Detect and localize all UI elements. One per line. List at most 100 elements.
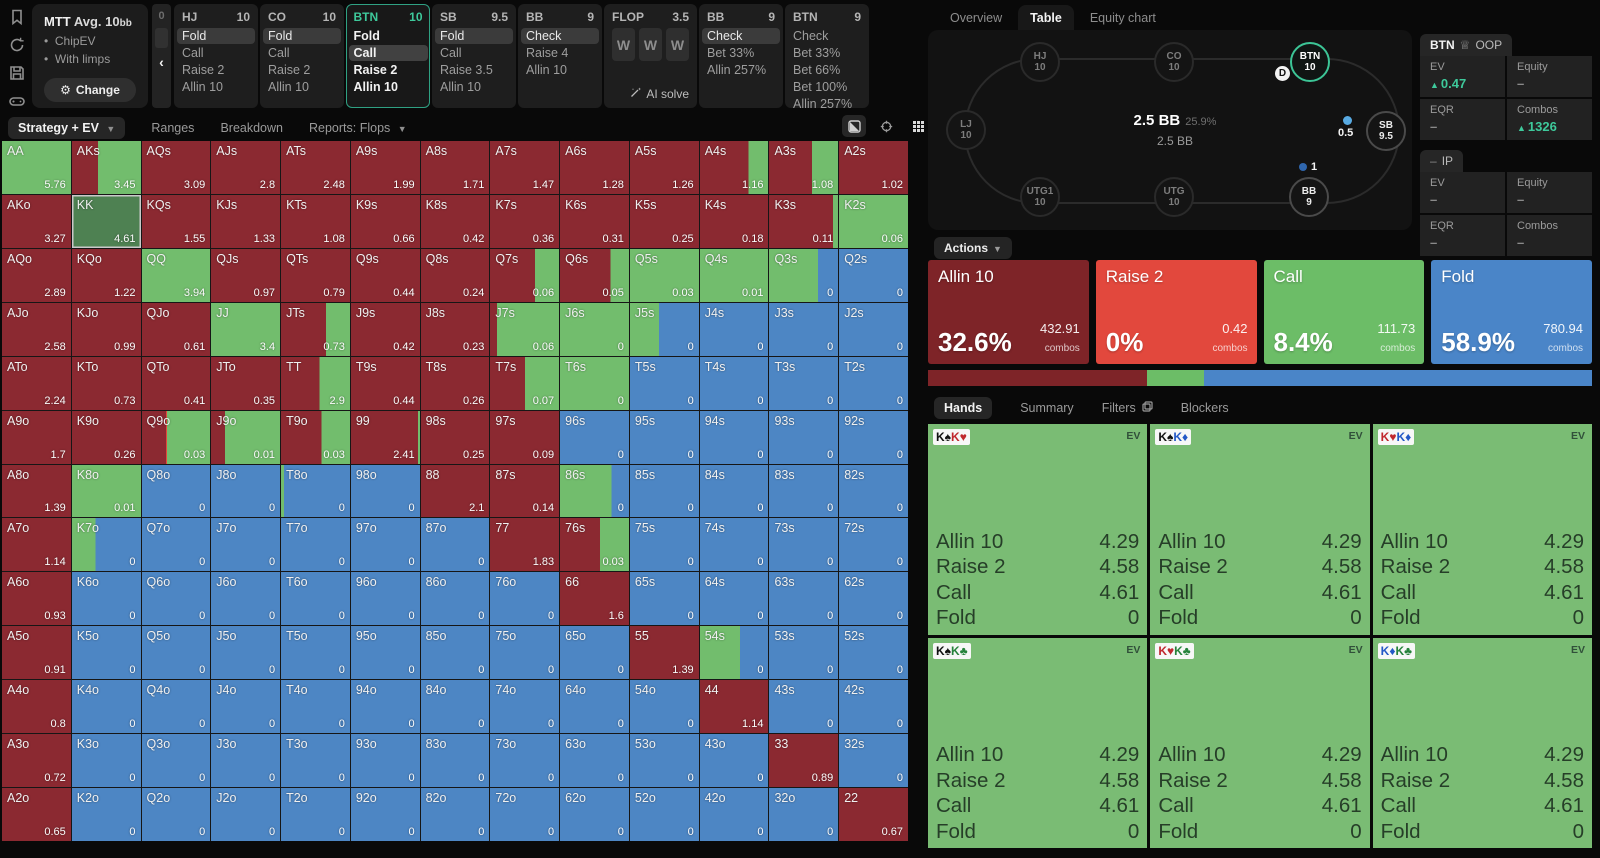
matrix-cell-74o[interactable]: 74o 0 [490, 680, 560, 734]
matrix-cell-54s[interactable]: 54s 0 [699, 626, 769, 680]
matrix-cell-KQs[interactable]: KQs 1.55 [141, 194, 211, 248]
matrix-cell-A4o[interactable]: A4o 0.8 [2, 680, 71, 734]
view-tab-reports-flops[interactable]: Reports: Flops ▼ [308, 121, 407, 135]
matrix-cell-52o[interactable]: 52o 0 [629, 788, 699, 841]
matrix-cell-77[interactable]: 77 1.83 [490, 518, 560, 572]
matrix-cell-64o[interactable]: 64o 0 [560, 680, 629, 734]
matrix-cell-T7o[interactable]: T7o 0 [281, 518, 350, 572]
action-box-call[interactable]: Call 8.4% 111.73 combos [1263, 260, 1425, 364]
matrix-cell-85s[interactable]: 85s 0 [629, 464, 699, 518]
matrix-cell-T2o[interactable]: T2o 0 [281, 788, 350, 841]
matrix-cell-QJo[interactable]: QJo 0.61 [141, 302, 211, 356]
action-item-call[interactable]: Call [182, 46, 204, 60]
matrix-cell-ATs[interactable]: ATs 2.48 [281, 141, 350, 194]
matrix-cell-JJ[interactable]: JJ 3.4 [211, 302, 281, 356]
action-item-bet-66-[interactable]: Bet 66% [793, 63, 841, 77]
action-item-raise-2[interactable]: Raise 2 [182, 63, 225, 77]
action-item-check[interactable]: Check [793, 29, 829, 43]
matrix-cell-84o[interactable]: 84o 0 [420, 680, 490, 734]
action-box-allin-10[interactable]: Allin 10 32.6% 432.91 combos [928, 260, 1089, 364]
matrix-cell-A6o[interactable]: A6o 0.93 [2, 572, 71, 626]
matrix-cell-Q6s[interactable]: Q6s 0.05 [560, 248, 629, 302]
matrix-cell-KQo[interactable]: KQo 1.22 [71, 248, 141, 302]
action-item-raise-4[interactable]: Raise 4 [526, 46, 569, 60]
matrix-cell-A9s[interactable]: A9s 1.99 [350, 141, 420, 194]
matrix-cell-TT[interactable]: TT 2.9 [281, 356, 350, 410]
combo-card-KsKh[interactable]: K♠K♥ EV Allin 10 4.29 Raise 2 4.58 Call 4.61 Fol… [928, 424, 1148, 635]
matrix-cell-KJs[interactable]: KJs 1.33 [211, 194, 281, 248]
matrix-cell-A8s[interactable]: A8s 1.71 [420, 141, 490, 194]
action-item-allin-10[interactable]: Allin 10 [353, 79, 398, 94]
matrix-cell-76s[interactable]: 76s 0.03 [560, 518, 629, 572]
view-tab-ranges[interactable]: Ranges [151, 121, 195, 135]
hands-tab-hands[interactable]: Hands [934, 397, 993, 419]
matrix-cell-A9o[interactable]: A9o 1.7 [2, 410, 71, 464]
matrix-cell-J8s[interactable]: J8s 0.23 [420, 302, 490, 356]
action-box-raise-2[interactable]: Raise 2 0% 0.42 combos [1095, 260, 1257, 364]
matrix-cell-J2s[interactable]: J2s 0 [839, 302, 908, 356]
matrix-cell-92o[interactable]: 92o 0 [350, 788, 420, 841]
controller-icon[interactable] [8, 92, 26, 110]
matrix-cell-J6s[interactable]: J6s 0 [560, 302, 629, 356]
action-item-allin-10[interactable]: Allin 10 [182, 80, 223, 94]
action-item-fold[interactable]: Fold [263, 28, 341, 44]
matrix-cell-54o[interactable]: 54o 0 [629, 680, 699, 734]
crosshair-icon[interactable] [874, 115, 898, 137]
matrix-cell-T9s[interactable]: T9s 0.44 [350, 356, 420, 410]
matrix-cell-K8s[interactable]: K8s 0.42 [420, 194, 490, 248]
matrix-cell-K7o[interactable]: K7o 0 [71, 518, 141, 572]
matrix-cell-42o[interactable]: 42o 0 [699, 788, 769, 841]
history-icon[interactable] [8, 36, 26, 54]
matrix-cell-33[interactable]: 33 0.89 [769, 734, 839, 788]
matrix-cell-K2s[interactable]: K2s 0.06 [839, 194, 908, 248]
matrix-cell-A5o[interactable]: A5o 0.91 [2, 626, 71, 680]
action-item-allin-257-[interactable]: Allin 257% [793, 97, 853, 111]
matrix-cell-22[interactable]: 22 0.67 [839, 788, 908, 841]
matrix-cell-95o[interactable]: 95o 0 [350, 626, 420, 680]
matrix-cell-J5o[interactable]: J5o 0 [211, 626, 281, 680]
matrix-cell-QTo[interactable]: QTo 0.41 [141, 356, 211, 410]
matrix-cell-K6s[interactable]: K6s 0.31 [560, 194, 629, 248]
matrix-cell-Q8s[interactable]: Q8s 0.24 [420, 248, 490, 302]
matrix-cell-96s[interactable]: 96s 0 [560, 410, 629, 464]
matrix-cell-J7s[interactable]: J7s 0.06 [490, 302, 560, 356]
matrix-cell-63s[interactable]: 63s 0 [769, 572, 839, 626]
matrix-cell-J9o[interactable]: J9o 0.01 [211, 410, 281, 464]
matrix-cell-K4o[interactable]: K4o 0 [71, 680, 141, 734]
seat-utg1[interactable]: UTG1 10 [1020, 177, 1060, 217]
action-item-fold[interactable]: Fold [435, 28, 513, 44]
matrix-cell-88[interactable]: 88 2.1 [420, 464, 490, 518]
matrix-cell-J2o[interactable]: J2o 0 [211, 788, 281, 841]
matrix-cell-AQs[interactable]: AQs 3.09 [141, 141, 211, 194]
matrix-cell-Q7s[interactable]: Q7s 0.06 [490, 248, 560, 302]
matrix-cell-Q3o[interactable]: Q3o 0 [141, 734, 211, 788]
seat-lj[interactable]: LJ 10 [946, 110, 986, 150]
seat-utg[interactable]: UTG 10 [1154, 177, 1194, 217]
matrix-cell-94s[interactable]: 94s 0 [699, 410, 769, 464]
matrix-cell-65s[interactable]: 65s 0 [629, 572, 699, 626]
matrix-cell-T6o[interactable]: T6o 0 [281, 572, 350, 626]
matrix-cell-A3s[interactable]: A3s 1.08 [769, 141, 839, 194]
view-tab-breakdown[interactable]: Breakdown [220, 121, 283, 135]
matrix-cell-KK[interactable]: KK 4.61 [71, 194, 141, 248]
combo-card-KhKc[interactable]: K♥K♣ EV Allin 10 4.29 Raise 2 4.58 Call 4.61 Fol… [1150, 637, 1370, 848]
action-item-bet-33-[interactable]: Bet 33% [707, 46, 755, 60]
action-item-allin-257-[interactable]: Allin 257% [707, 63, 767, 77]
action-box-fold[interactable]: Fold 58.9% 780.94 combos [1431, 260, 1592, 364]
matrix-cell-32s[interactable]: 32s 0 [839, 734, 908, 788]
contrast-square-icon[interactable] [842, 115, 866, 137]
hands-tab-filters[interactable]: Filters [1102, 401, 1153, 415]
action-item-call[interactable]: Call [268, 46, 290, 60]
seat-bb[interactable]: BB 9 [1289, 177, 1329, 217]
matrix-cell-T5o[interactable]: T5o 0 [281, 626, 350, 680]
matrix-cell-95s[interactable]: 95s 0 [629, 410, 699, 464]
matrix-cell-K5s[interactable]: K5s 0.25 [629, 194, 699, 248]
matrix-cell-ATo[interactable]: ATo 2.24 [2, 356, 71, 410]
matrix-cell-Q2o[interactable]: Q2o 0 [141, 788, 211, 841]
matrix-cell-76o[interactable]: 76o 0 [490, 572, 560, 626]
matrix-cell-86o[interactable]: 86o 0 [420, 572, 490, 626]
action-item-allin-10[interactable]: Allin 10 [440, 80, 481, 94]
seat-sb[interactable]: SB 9.5 [1366, 111, 1406, 151]
action-item-allin-10[interactable]: Allin 10 [526, 63, 567, 77]
matrix-cell-63o[interactable]: 63o 0 [560, 734, 629, 788]
